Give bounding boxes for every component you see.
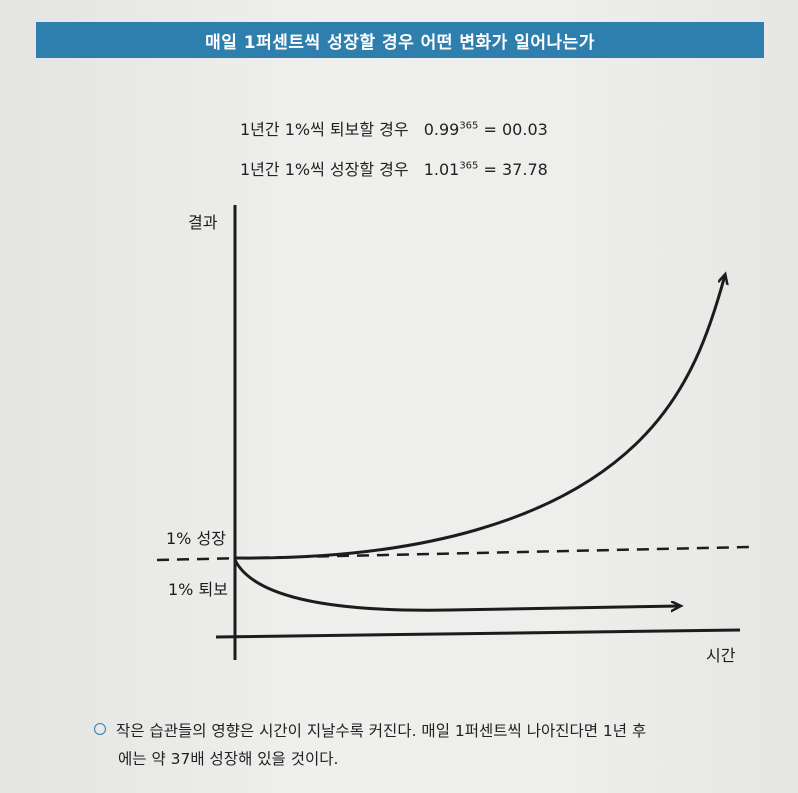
formula-decline-text: 1년간 1%씩 퇴보할 경우 (240, 120, 409, 139)
x-axis (215, 628, 741, 639)
formula-growth-exponent: 365 (459, 160, 479, 172)
header-title: 매일 1퍼센트씩 성장할 경우 어떤 변화가 일어나는가 (205, 32, 595, 53)
formula-growth-base: 1.01365 (423, 160, 479, 179)
formula-decline: 1년간 1%씩 퇴보할 경우 0.99365 = 00.03 (240, 116, 548, 140)
formula-growth-result: = 37.78 (483, 160, 548, 179)
header-bar: 매일 1퍼센트씩 성장할 경우 어떤 변화가 일어나는가 (36, 22, 764, 58)
growth-series-label: 1% 성장 (166, 529, 226, 548)
y-axis-label: 결과 (188, 213, 218, 232)
formula-growth: 1년간 1%씩 성장할 경우 1.01365 = 37.78 (240, 156, 548, 180)
growth-curve (234, 275, 725, 560)
caption-line-2: 에는 약 37배 성장해 있을 것이다. (118, 750, 339, 768)
formula-decline-exponent: 365 (459, 120, 479, 132)
x-axis-label: 시간 (706, 646, 736, 665)
formula-growth-text: 1년간 1%씩 성장할 경우 (240, 160, 409, 179)
formula-decline-result: = 00.03 (483, 120, 548, 139)
caption-bullet-icon (94, 723, 106, 735)
decline-curve (233, 559, 680, 610)
caption-line-1: 작은 습관들의 영향은 시간이 지날수록 커진다. 매일 1퍼센트씩 나아진다면… (116, 722, 647, 740)
figure-caption: 작은 습관들의 영향은 시간이 지날수록 커진다. 매일 1퍼센트씩 나아진다면… (94, 717, 754, 773)
formula-decline-base: 0.99365 (423, 120, 479, 139)
decline-series-label: 1% 퇴보 (168, 580, 228, 599)
